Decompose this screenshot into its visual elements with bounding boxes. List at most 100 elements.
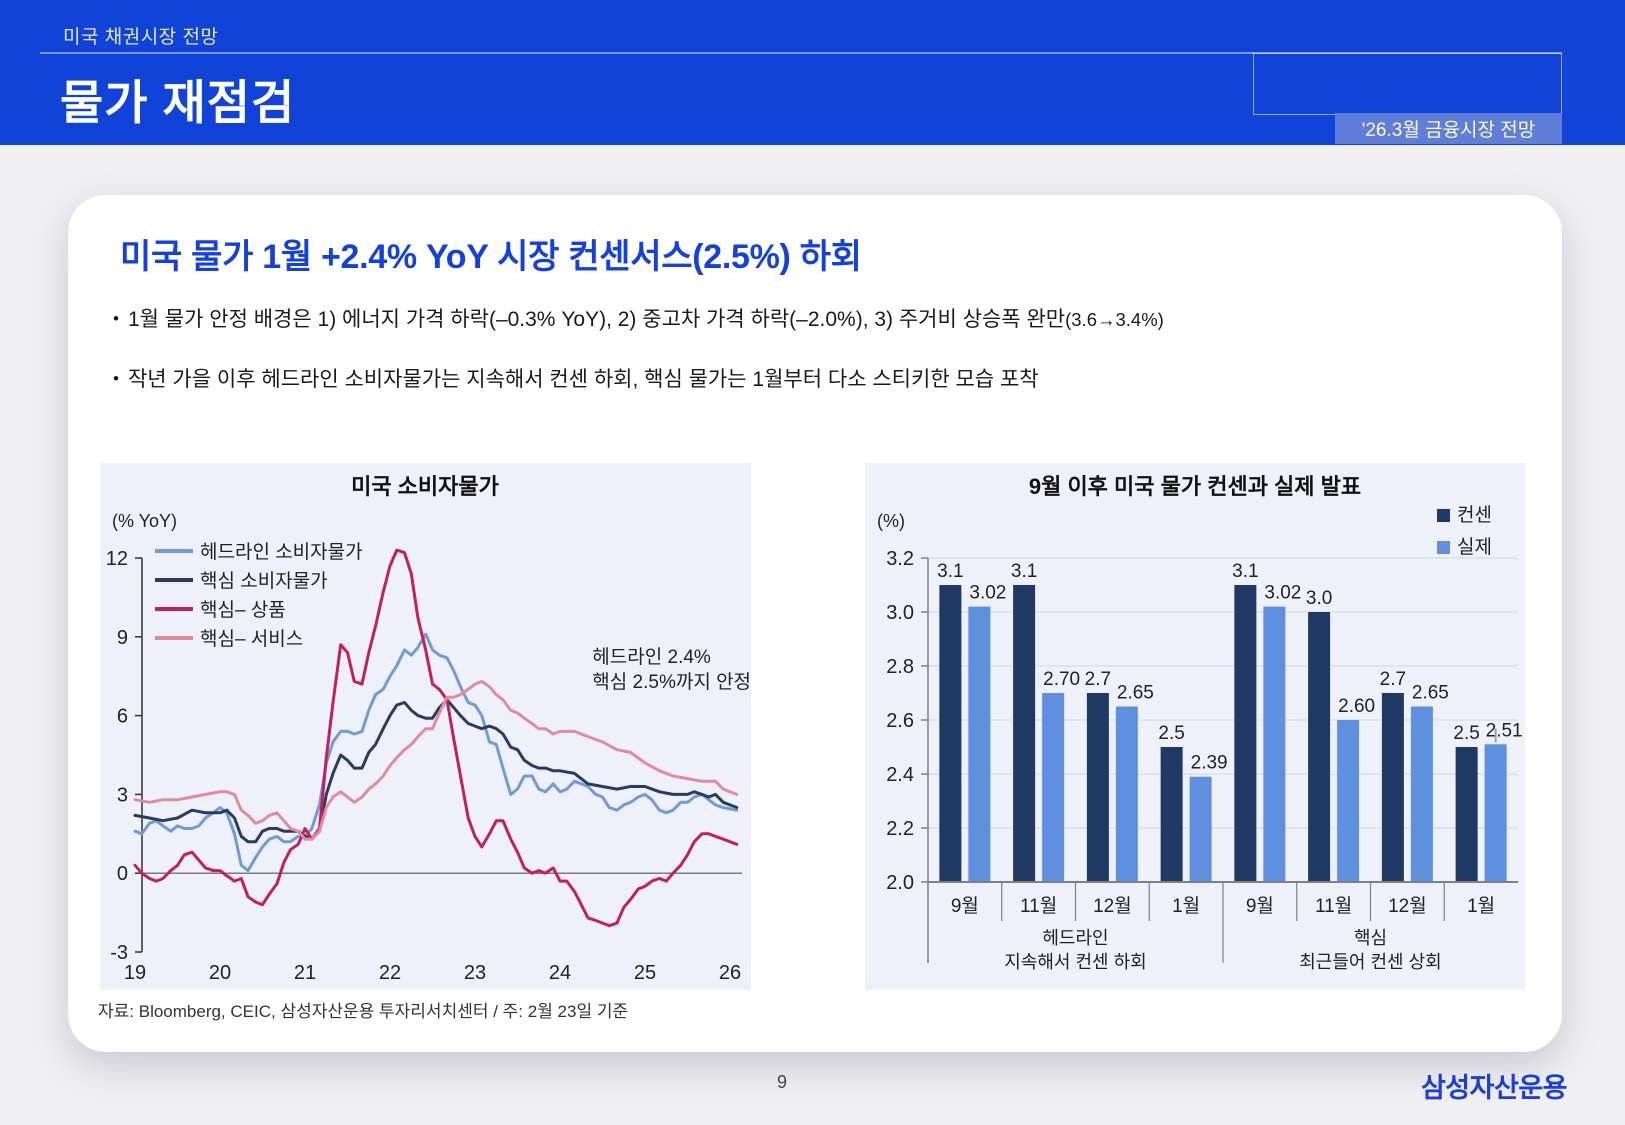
actual-value-label: 2.65	[1117, 683, 1154, 704]
actual-value-label: 2.60	[1338, 696, 1375, 717]
actual-value-label: 3.02	[1264, 583, 1301, 604]
consensus-bar	[1160, 747, 1183, 882]
month-label: 9월	[1246, 895, 1274, 917]
actual-bar	[968, 606, 991, 882]
actual-bar	[1042, 693, 1065, 882]
y-tick-label: -3	[110, 942, 128, 964]
legend-swatch	[1437, 541, 1450, 554]
header-kicker: 미국 채권시장 전망	[63, 27, 219, 48]
chart-annotation: 핵심 2.5%까지 안정	[592, 671, 751, 693]
consensus-bar	[1013, 585, 1036, 882]
us-cpi-line-chart: 미국 소비자물가 (% YoY) -3 0 3 6 9 12 19 20 21 22 23 24 25 26 헤…	[106, 474, 751, 984]
line-series-core-cpi	[133, 698, 739, 844]
bullet-list: • 1월 물가 안정 배경은 1) 에너지 가격 하락(–0.3% YoY), 2…	[113, 303, 1164, 423]
y-axis-unit: (% YoY)	[112, 511, 177, 531]
consensus-value-label: 2.7	[1085, 669, 1111, 690]
y-tick-label: 2.6	[886, 710, 914, 732]
month-label: 12월	[1093, 895, 1132, 917]
actual-bar	[1263, 606, 1286, 882]
y-axis-unit: (%)	[877, 511, 905, 531]
line-series-headline-cpi	[133, 632, 739, 873]
legend-label-core-services: 핵심– 서비스	[200, 628, 303, 650]
consensus-bar	[1381, 693, 1404, 882]
legend-label-core-goods: 핵심– 상품	[200, 599, 286, 621]
chart-annotation: 헤드라인 2.4%	[592, 646, 711, 668]
consensus-value-label: 2.5	[1453, 723, 1479, 744]
x-tick-label: 24	[549, 962, 571, 984]
us-cpi-line-chart-panel: 미국 소비자물가 (% YoY) -3 0 3 6 9 12 19 20 21 22 23 24 25 26 헤…	[100, 463, 751, 990]
month-label: 11월	[1315, 895, 1352, 917]
actual-bar	[1410, 706, 1433, 882]
x-tick-label: 25	[634, 962, 656, 984]
consensus-value-label: 2.7	[1380, 669, 1406, 690]
x-tick-label: 20	[209, 962, 231, 984]
slide-header: 미국 채권시장 전망 물가 재점검 '26.3월 금융시장 전망	[0, 0, 1625, 145]
actual-value-label: 3.02	[969, 583, 1006, 604]
month-label: 1월	[1467, 895, 1495, 917]
actual-bar	[1189, 776, 1212, 882]
consensus-value-label: 3.0	[1306, 588, 1332, 609]
consensus-value-label: 3.1	[1011, 561, 1037, 582]
bullet-item: • 작년 가을 이후 헤드라인 소비자물가는 지속해서 컨센 하회, 핵심 물가는…	[113, 363, 1164, 393]
month-label: 9월	[951, 895, 979, 917]
y-tick-label: 2.4	[886, 764, 914, 786]
actual-value-label: 2.70	[1043, 669, 1080, 690]
company-logo: 삼성자산운용	[1420, 1073, 1568, 1103]
consensus-bar	[1455, 747, 1478, 882]
header-rule	[40, 52, 1562, 54]
slide-headline: 미국 물가 1월 +2.4% YoY 시장 컨센서스(2.5%) 하회	[120, 238, 862, 276]
y-tick-label: 3	[117, 784, 128, 806]
bullet-text: 작년 가을 이후 헤드라인 소비자물가는 지속해서 컨센 하회, 핵심 물가는 …	[127, 368, 1039, 391]
header-outline-box	[1253, 53, 1562, 115]
y-tick-label: 0	[117, 863, 128, 885]
x-tick-label: 21	[294, 962, 316, 984]
consensus-bar	[1308, 612, 1331, 882]
bullet-icon: •	[113, 309, 119, 328]
bullet-icon: •	[113, 369, 119, 388]
bullet-suffix: (3.6→3.4%)	[1065, 309, 1164, 330]
x-tick-label: 26	[719, 962, 741, 984]
legend-label-core-cpi: 핵심 소비자물가	[200, 570, 328, 592]
consensus-value-label: 3.1	[1232, 561, 1258, 582]
legend-label: 컨센	[1457, 504, 1492, 526]
consensus-value-label: 3.1	[937, 561, 963, 582]
cpi-consensus-bar-chart-panel: 9월 이후 미국 물가 컨센과 실제 발표 (%) 2.0 2.2 2.4 2.6 2.8 3…	[865, 463, 1525, 990]
y-tick-label: 2.8	[886, 656, 914, 678]
bullet-item: • 1월 물가 안정 배경은 1) 에너지 가격 하락(–0.3% YoY), 2…	[113, 303, 1164, 333]
chart-title: 미국 소비자물가	[351, 474, 499, 499]
y-tick-label: 12	[106, 548, 128, 570]
bullet-text: 1월 물가 안정 배경은 1) 에너지 가격 하락(–0.3% YoY), 2)…	[127, 308, 1066, 331]
x-tick-label: 19	[124, 962, 146, 984]
page-number: 9	[776, 1072, 787, 1092]
group-sublabel: 지속해서 컨센 하회	[1004, 952, 1146, 972]
actual-value-label: 2.65	[1412, 683, 1449, 704]
y-tick-label: 6	[117, 706, 128, 728]
month-label: 1월	[1172, 895, 1200, 917]
edition-badge: '26.3월 금융시장 전망	[1335, 113, 1562, 144]
month-label: 11월	[1020, 895, 1057, 917]
source-note: 자료: Bloomberg, CEIC, 삼성자산운용 투자리서치센터 / 주:…	[98, 1002, 629, 1021]
actual-value-label: 2.39	[1191, 753, 1228, 774]
y-tick-label: 9	[117, 627, 128, 649]
actual-bar	[1115, 706, 1138, 882]
line-series-core-goods	[133, 548, 739, 928]
group-label: 헤드라인	[1042, 928, 1108, 948]
month-label: 12월	[1388, 895, 1427, 917]
chart-title: 9월 이후 미국 물가 컨센과 실제 발표	[1029, 474, 1361, 499]
y-tick-label: 3.2	[886, 548, 914, 570]
x-tick-label: 22	[379, 962, 401, 984]
actual-bar	[1337, 720, 1360, 882]
consensus-value-label: 2.5	[1158, 723, 1184, 744]
actual-value-label: 2.51	[1486, 720, 1523, 741]
actual-bar	[1484, 744, 1507, 882]
y-tick-label: 2.2	[886, 818, 914, 840]
y-tick-label: 3.0	[886, 602, 914, 624]
group-label: 핵심	[1354, 928, 1387, 948]
content-card: 미국 물가 1월 +2.4% YoY 시장 컨센서스(2.5%) 하회 • 1월 …	[68, 195, 1562, 1052]
y-tick-label: 2.0	[886, 872, 914, 894]
legend-swatch	[1437, 509, 1450, 522]
group-sublabel: 최근들어 컨센 상회	[1299, 952, 1441, 972]
cpi-consensus-bar-chart: 9월 이후 미국 물가 컨센과 실제 발표 (%) 2.0 2.2 2.4 2.6 2.8 3…	[877, 474, 1523, 972]
legend-label: 실제	[1457, 536, 1492, 558]
consensus-bar	[1234, 585, 1257, 882]
